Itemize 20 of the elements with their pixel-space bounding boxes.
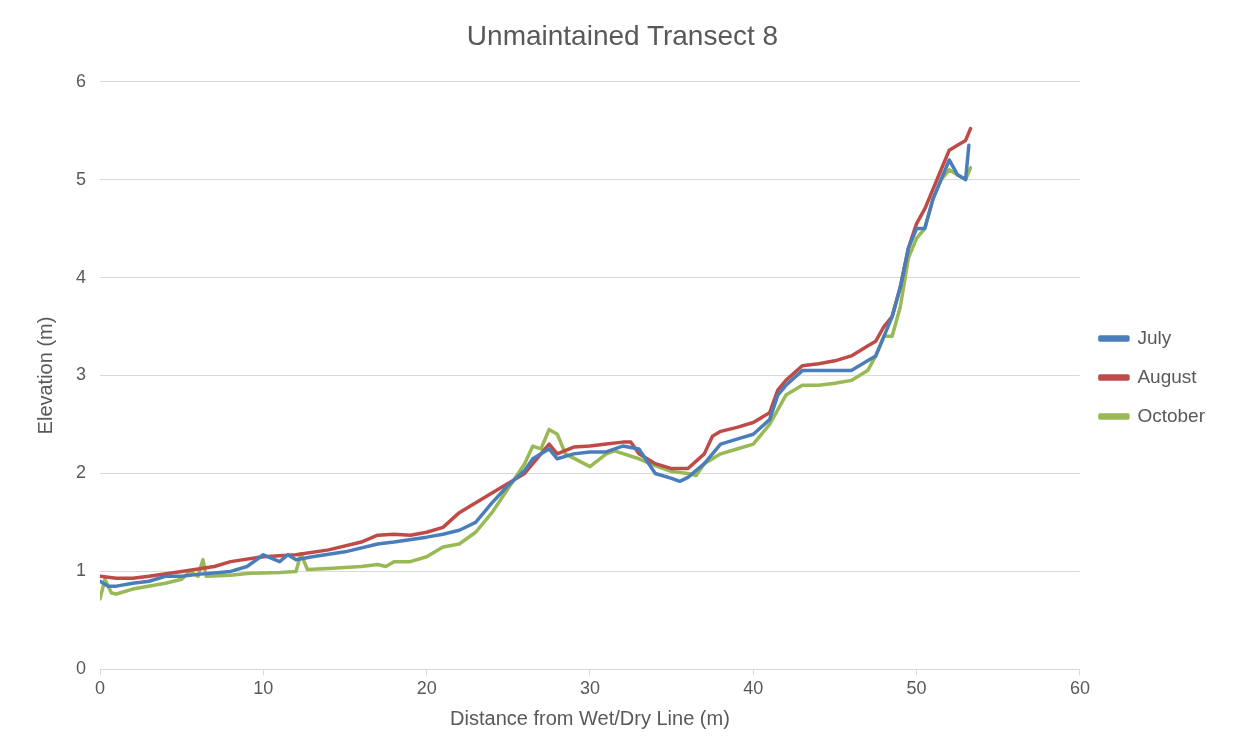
legend-label: October	[1137, 404, 1206, 426]
legend-label: July	[1137, 326, 1172, 348]
legend-label: August	[1137, 365, 1198, 387]
x-tick-label: 0	[95, 678, 106, 699]
y-tick-label: 4	[76, 266, 87, 287]
x-tick-label: 40	[743, 678, 764, 699]
chart-title: Unmaintained Transect 8	[466, 19, 779, 51]
x-tick-label: 20	[416, 678, 437, 699]
x-tick-label: 50	[906, 678, 927, 699]
y-tick-label: 0	[76, 658, 87, 679]
y-tick-label: 2	[76, 462, 87, 483]
y-tick-label: 6	[76, 70, 87, 91]
x-tick-label: 60	[1069, 678, 1090, 699]
x-tick-label: 10	[253, 678, 274, 699]
y-axis-title: Elevation (m)	[33, 316, 56, 435]
x-axis-title: Distance from Wet/Dry Line (m)	[450, 706, 730, 729]
x-tick-label: 30	[579, 678, 600, 699]
y-tick-label: 1	[76, 560, 87, 581]
y-tick-label: 5	[76, 168, 87, 189]
y-tick-label: 3	[76, 364, 87, 385]
